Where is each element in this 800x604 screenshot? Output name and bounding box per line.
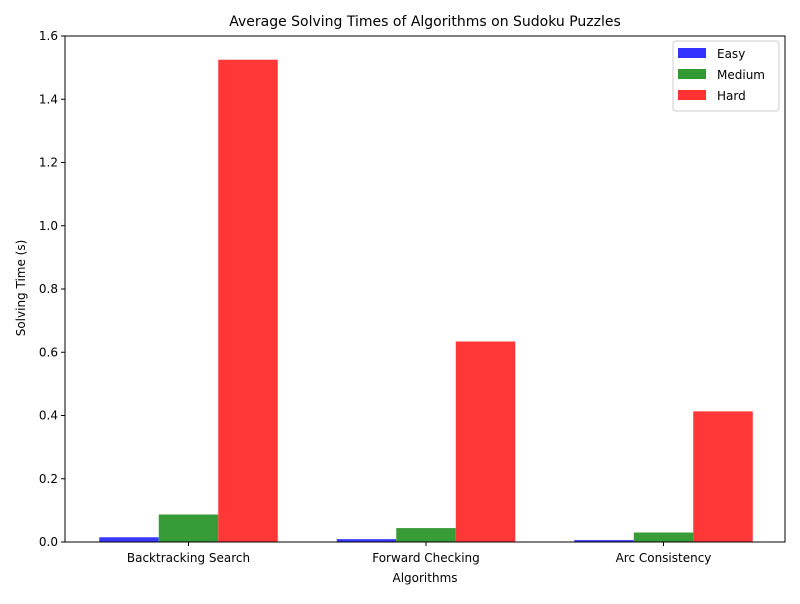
y-tick-label-3: 0.6 [39, 345, 58, 359]
y-tick-label-5: 1.0 [39, 219, 58, 233]
y-tick-label-2: 0.4 [39, 409, 58, 423]
plot-area: 0.0 0.2 0.4 0.6 0.8 1.0 1.2 1.4 1.6 Backtracking … [39, 29, 786, 565]
y-tick-label-6: 1.2 [39, 156, 58, 170]
chart-title: Average Solving Times of Algorithms on S… [229, 14, 621, 30]
legend-swatch-medium [678, 69, 706, 79]
legend-swatch-hard [678, 90, 706, 100]
legend-label-hard: Hard [717, 89, 746, 103]
bar-medium-0 [158, 514, 219, 542]
bar-easy-2 [574, 540, 634, 542]
bar-hard-0 [218, 59, 278, 542]
x-axis-label: Algorithms [392, 571, 457, 585]
bar-hard-1 [455, 341, 516, 542]
y-tick-label-1: 0.2 [39, 472, 58, 486]
x-tick-label-2: Arc Consistency [616, 551, 712, 565]
chart-legend: Easy Medium Hard [672, 40, 780, 112]
y-tick-label-7: 1.4 [39, 92, 58, 106]
bar-medium-1 [396, 528, 456, 542]
x-tick-label-1: Forward Checking [372, 551, 480, 565]
series-hard-bars [218, 59, 753, 542]
y-tick-label-4: 0.8 [39, 282, 58, 296]
bar-easy-1 [336, 539, 397, 542]
legend-label-easy: Easy [717, 47, 745, 61]
legend-swatch-easy [678, 48, 706, 58]
bar-easy-0 [99, 537, 159, 542]
y-tick-label-0: 0.0 [39, 535, 58, 549]
y-axis-label: Solving Time (s) [14, 240, 28, 337]
series-medium-bars [158, 514, 694, 542]
series-easy-bars [99, 537, 634, 542]
bar-medium-2 [633, 532, 694, 542]
x-tick-label-0: Backtracking Search [127, 551, 250, 565]
y-tick-label-8: 1.6 [39, 29, 58, 43]
bar-hard-2 [693, 411, 753, 542]
legend-label-medium: Medium [717, 68, 765, 82]
